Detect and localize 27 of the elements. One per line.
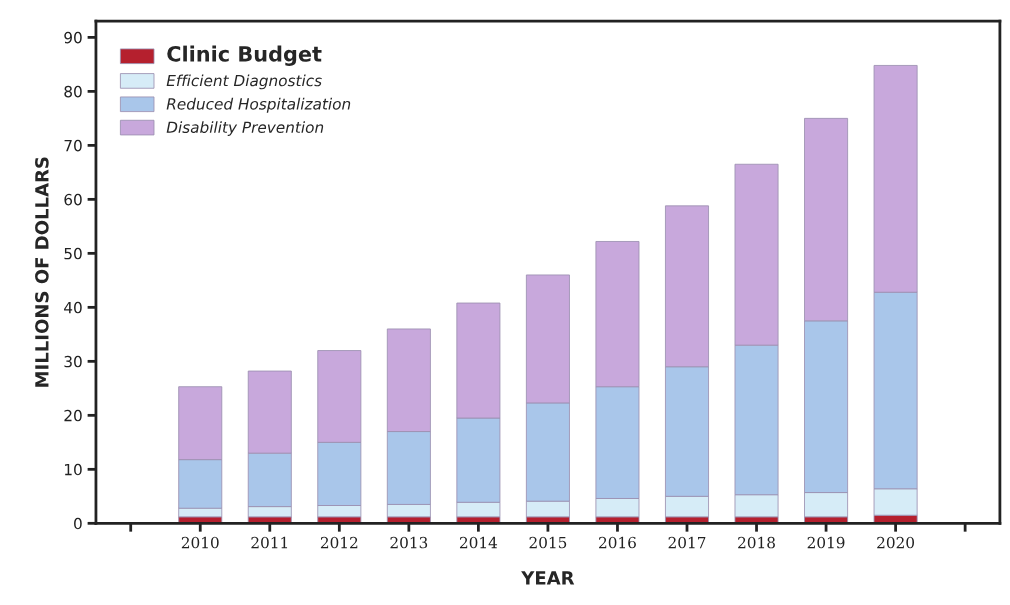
y-tick-label: 60 [64,193,82,206]
x-tick-label: 2015 [529,536,567,549]
x-tick-label: 2020 [877,536,915,549]
x-tick-label: 2013 [390,536,428,549]
x-tick-label: 2012 [320,536,358,549]
y-tick-label: 20 [64,409,82,422]
y-tick-label: 80 [64,85,82,98]
x-tick-label: 2019 [807,536,845,549]
y-tick-label: 30 [64,355,82,368]
x-tick-label: 2010 [181,536,219,549]
y-tick-label: 0 [74,517,82,530]
x-tick-label: 2011 [251,536,288,549]
x-tick-label: 2014 [459,536,498,549]
x-tick-label: 2017 [668,536,706,549]
y-tick-label: 90 [64,31,82,44]
y-tick-label: 50 [64,247,82,260]
legend-label: Clinic Budget [167,45,322,66]
y-tick-label: 40 [64,301,82,314]
y-axis-title: MILLIONS OF DOLLARS [35,157,49,387]
x-tick-label: 2016 [599,536,636,549]
legend-label: Efficient Diagnostics [166,74,322,90]
y-tick-label: 10 [64,463,82,476]
y-tick-label: 70 [64,139,82,152]
legend-label: Disability Prevention [166,121,324,136]
x-tick-label: 2018 [738,536,775,549]
x-axis-title: YEAR [521,571,575,585]
legend-label: Reduced Hospitalization [166,97,351,113]
